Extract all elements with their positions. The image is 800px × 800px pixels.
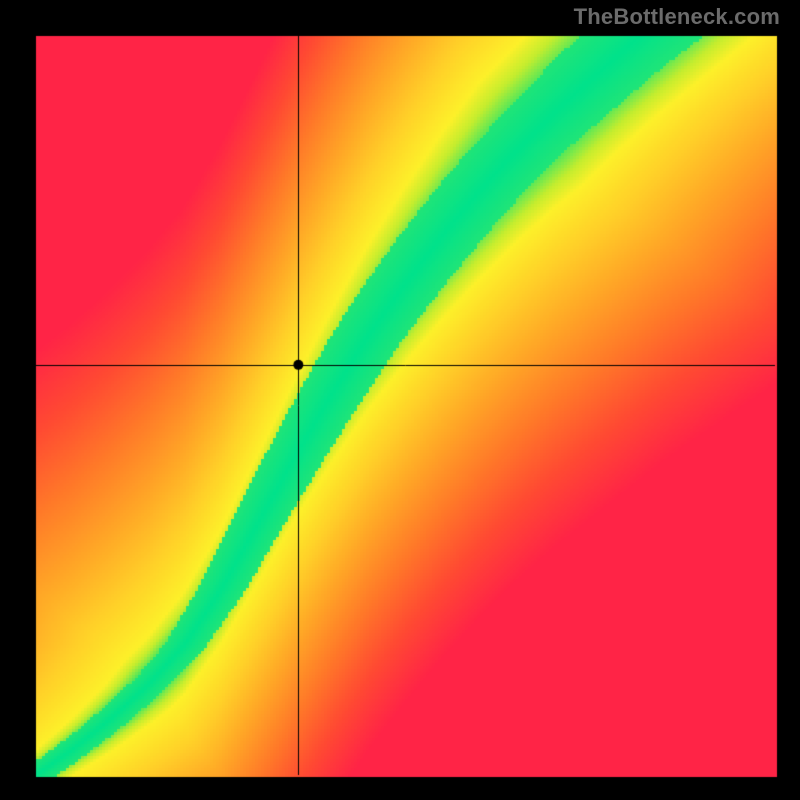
chart-container: TheBottleneck.com <box>0 0 800 800</box>
attribution-label: TheBottleneck.com <box>574 4 780 30</box>
bottleneck-heatmap <box>0 0 800 800</box>
